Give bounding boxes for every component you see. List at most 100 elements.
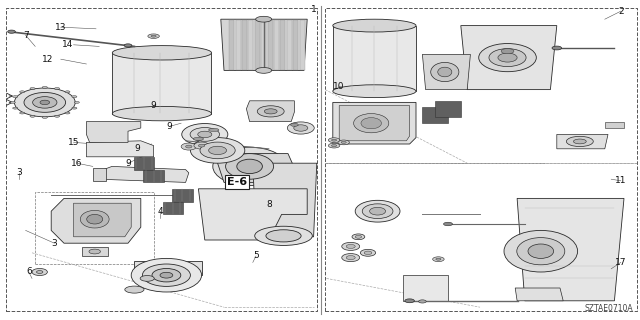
Polygon shape bbox=[86, 122, 141, 142]
Ellipse shape bbox=[333, 19, 416, 32]
Ellipse shape bbox=[212, 147, 287, 186]
Polygon shape bbox=[246, 101, 294, 122]
Ellipse shape bbox=[151, 35, 156, 37]
Ellipse shape bbox=[528, 244, 554, 259]
Ellipse shape bbox=[333, 85, 416, 98]
Polygon shape bbox=[51, 198, 141, 243]
Polygon shape bbox=[214, 154, 301, 182]
Ellipse shape bbox=[361, 118, 381, 129]
Text: 10: 10 bbox=[333, 82, 345, 91]
Text: 9: 9 bbox=[167, 122, 172, 131]
Ellipse shape bbox=[338, 140, 349, 145]
Ellipse shape bbox=[419, 300, 426, 303]
Ellipse shape bbox=[266, 230, 301, 242]
Ellipse shape bbox=[431, 62, 459, 82]
Ellipse shape bbox=[198, 144, 205, 147]
Ellipse shape bbox=[209, 128, 219, 132]
Ellipse shape bbox=[404, 299, 415, 303]
Polygon shape bbox=[333, 102, 416, 144]
Ellipse shape bbox=[433, 257, 444, 262]
Text: 9: 9 bbox=[151, 101, 156, 110]
Ellipse shape bbox=[364, 251, 372, 254]
Polygon shape bbox=[422, 107, 448, 123]
Ellipse shape bbox=[517, 237, 564, 265]
Ellipse shape bbox=[198, 131, 212, 138]
Polygon shape bbox=[74, 203, 131, 237]
Ellipse shape bbox=[148, 34, 159, 38]
Text: 3: 3 bbox=[52, 239, 57, 248]
Ellipse shape bbox=[444, 222, 452, 226]
Polygon shape bbox=[134, 157, 154, 170]
Ellipse shape bbox=[113, 46, 211, 60]
Polygon shape bbox=[248, 20, 253, 70]
Ellipse shape bbox=[328, 143, 340, 148]
Ellipse shape bbox=[24, 92, 66, 112]
Polygon shape bbox=[557, 134, 608, 149]
Ellipse shape bbox=[36, 271, 43, 273]
Ellipse shape bbox=[479, 44, 536, 72]
Ellipse shape bbox=[191, 138, 245, 163]
Polygon shape bbox=[605, 122, 624, 128]
Ellipse shape bbox=[87, 214, 102, 224]
Ellipse shape bbox=[226, 154, 274, 179]
Text: 15: 15 bbox=[68, 138, 79, 147]
Text: 7: 7 bbox=[23, 31, 28, 40]
Ellipse shape bbox=[355, 236, 362, 238]
Ellipse shape bbox=[186, 145, 192, 148]
Polygon shape bbox=[280, 20, 285, 70]
Polygon shape bbox=[333, 26, 416, 91]
Ellipse shape bbox=[8, 30, 15, 33]
Polygon shape bbox=[268, 20, 273, 70]
Ellipse shape bbox=[65, 91, 70, 93]
Ellipse shape bbox=[346, 256, 355, 260]
Polygon shape bbox=[143, 170, 164, 182]
Polygon shape bbox=[274, 20, 279, 70]
Ellipse shape bbox=[342, 242, 360, 251]
Polygon shape bbox=[172, 189, 193, 202]
Ellipse shape bbox=[20, 91, 25, 93]
Ellipse shape bbox=[81, 211, 109, 228]
Text: 4: 4 bbox=[157, 207, 163, 216]
Ellipse shape bbox=[360, 249, 376, 256]
Polygon shape bbox=[293, 20, 298, 70]
Ellipse shape bbox=[256, 68, 272, 73]
Polygon shape bbox=[461, 26, 557, 90]
Ellipse shape bbox=[332, 145, 337, 147]
Text: 6: 6 bbox=[26, 268, 31, 276]
Ellipse shape bbox=[160, 272, 173, 278]
Ellipse shape bbox=[332, 139, 337, 141]
Ellipse shape bbox=[291, 123, 298, 126]
Text: 13: 13 bbox=[55, 23, 67, 32]
Text: 14: 14 bbox=[61, 40, 73, 49]
Text: 1: 1 bbox=[311, 5, 316, 14]
Polygon shape bbox=[221, 19, 307, 70]
Ellipse shape bbox=[42, 116, 47, 118]
Ellipse shape bbox=[255, 226, 312, 245]
Ellipse shape bbox=[436, 258, 441, 260]
Polygon shape bbox=[517, 198, 624, 301]
Ellipse shape bbox=[190, 128, 220, 141]
Polygon shape bbox=[93, 168, 106, 181]
Ellipse shape bbox=[181, 143, 196, 150]
Ellipse shape bbox=[355, 200, 400, 222]
Ellipse shape bbox=[30, 88, 35, 90]
Ellipse shape bbox=[13, 107, 18, 109]
Ellipse shape bbox=[20, 112, 25, 114]
Ellipse shape bbox=[257, 106, 284, 117]
Polygon shape bbox=[339, 106, 410, 141]
Ellipse shape bbox=[72, 96, 77, 98]
Polygon shape bbox=[134, 261, 202, 275]
Text: 5: 5 bbox=[253, 252, 259, 260]
Ellipse shape bbox=[152, 268, 181, 282]
Ellipse shape bbox=[124, 44, 132, 47]
Text: 17: 17 bbox=[615, 258, 627, 267]
Ellipse shape bbox=[573, 139, 586, 144]
Ellipse shape bbox=[40, 100, 50, 105]
Ellipse shape bbox=[353, 114, 389, 133]
Polygon shape bbox=[287, 20, 292, 70]
Text: 9: 9 bbox=[135, 144, 140, 153]
Ellipse shape bbox=[33, 97, 57, 108]
Text: 9: 9 bbox=[125, 159, 131, 168]
Ellipse shape bbox=[125, 286, 144, 293]
Ellipse shape bbox=[501, 49, 514, 54]
